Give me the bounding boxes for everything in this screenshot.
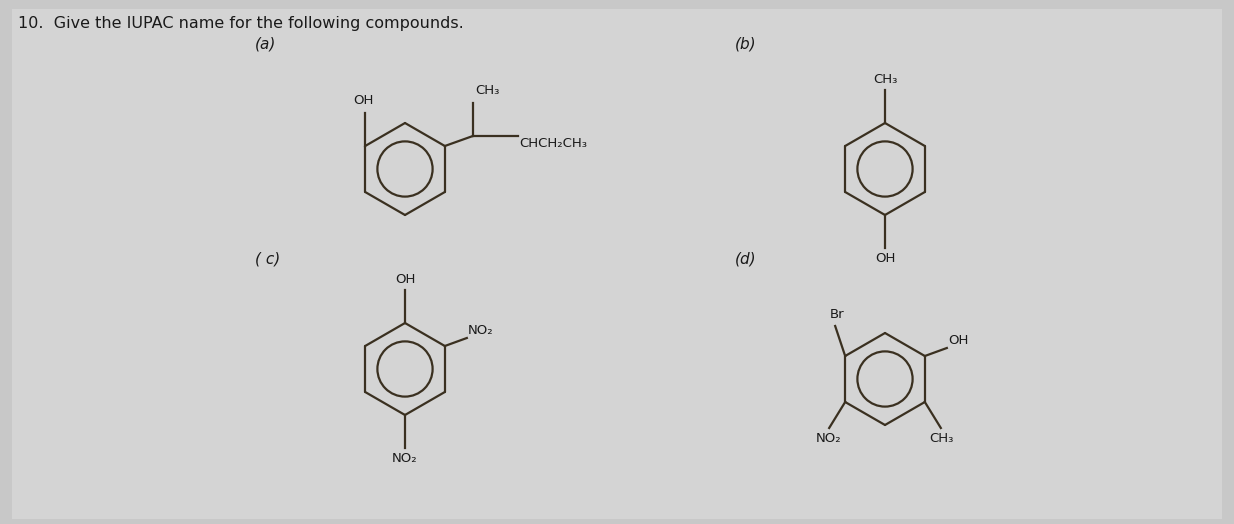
Text: CHCH₂CH₃: CHCH₂CH₃ [518,137,587,150]
Text: NO₂: NO₂ [816,432,842,445]
Text: CH₃: CH₃ [475,84,500,97]
Text: (d): (d) [735,252,756,267]
Text: ( c): ( c) [255,252,280,267]
Text: 10.  Give the IUPAC name for the following compounds.: 10. Give the IUPAC name for the followin… [19,16,464,31]
Text: OH: OH [353,94,374,107]
Text: NO₂: NO₂ [392,452,418,465]
Text: CH₃: CH₃ [872,73,897,86]
Text: (b): (b) [735,36,756,51]
Text: Br: Br [829,308,844,321]
Text: OH: OH [875,252,895,265]
Text: NO₂: NO₂ [468,324,494,337]
Text: OH: OH [395,273,415,286]
Text: OH: OH [948,334,969,347]
FancyBboxPatch shape [12,9,1222,519]
Text: (a): (a) [255,36,276,51]
Text: CH₃: CH₃ [929,432,954,445]
